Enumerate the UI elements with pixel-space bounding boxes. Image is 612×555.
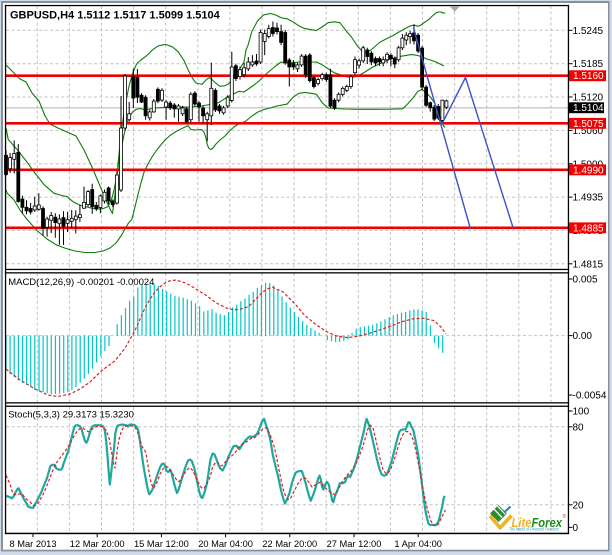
svg-text:15 Mar 12:00: 15 Mar 12:00: [134, 539, 189, 549]
svg-text:1.4935: 1.4935: [573, 193, 604, 204]
svg-text:1.5160: 1.5160: [573, 71, 604, 82]
svg-text:0.005: 0.005: [573, 275, 598, 286]
svg-text:1.4990: 1.4990: [573, 165, 604, 176]
svg-text:-0.0054: -0.0054: [573, 391, 607, 402]
svg-text:22 Mar 20:00: 22 Mar 20:00: [262, 539, 317, 549]
svg-text:1.5075: 1.5075: [573, 119, 604, 130]
svg-text:8 Mar 2013: 8 Mar 2013: [9, 539, 56, 549]
svg-text:1.5060: 1.5060: [573, 126, 604, 137]
svg-text:GBPUSD,H4 1.5112 1.5117 1.509: GBPUSD,H4 1.5112 1.5117 1.5099 1.5104: [10, 10, 221, 22]
svg-text:®: ®: [563, 513, 567, 520]
svg-text:The World of Financial Freedom: The World of Financial Freedom: [509, 526, 559, 531]
svg-text:100: 100: [573, 407, 590, 418]
svg-text:80: 80: [573, 422, 585, 433]
svg-text:20: 20: [573, 500, 585, 511]
svg-text:1.5245: 1.5245: [573, 26, 604, 37]
svg-text:Stoch(5,3,3) 29.3173 15.3230: Stoch(5,3,3) 29.3173 15.3230: [8, 410, 134, 421]
svg-text:0: 0: [573, 523, 579, 534]
svg-text:1 Apr 04:00: 1 Apr 04:00: [394, 539, 442, 549]
svg-text:0.00: 0.00: [573, 331, 593, 342]
svg-text:27 Mar 12:00: 27 Mar 12:00: [327, 539, 382, 549]
svg-text:MACD(12,26,9) -0.00201 -0.0002: MACD(12,26,9) -0.00201 -0.00024: [8, 277, 154, 288]
svg-text:1.5185: 1.5185: [573, 59, 604, 70]
svg-text:20 Mar 04:00: 20 Mar 04:00: [198, 539, 253, 549]
svg-text:1.4815: 1.4815: [573, 259, 604, 270]
svg-text:1.5104: 1.5104: [573, 103, 604, 114]
svg-text:1.5120: 1.5120: [573, 93, 604, 104]
svg-text:1.4885: 1.4885: [573, 223, 604, 234]
svg-text:LiteForex: LiteForex: [512, 515, 563, 530]
svg-text:12 Mar 20:00: 12 Mar 20:00: [70, 539, 125, 549]
